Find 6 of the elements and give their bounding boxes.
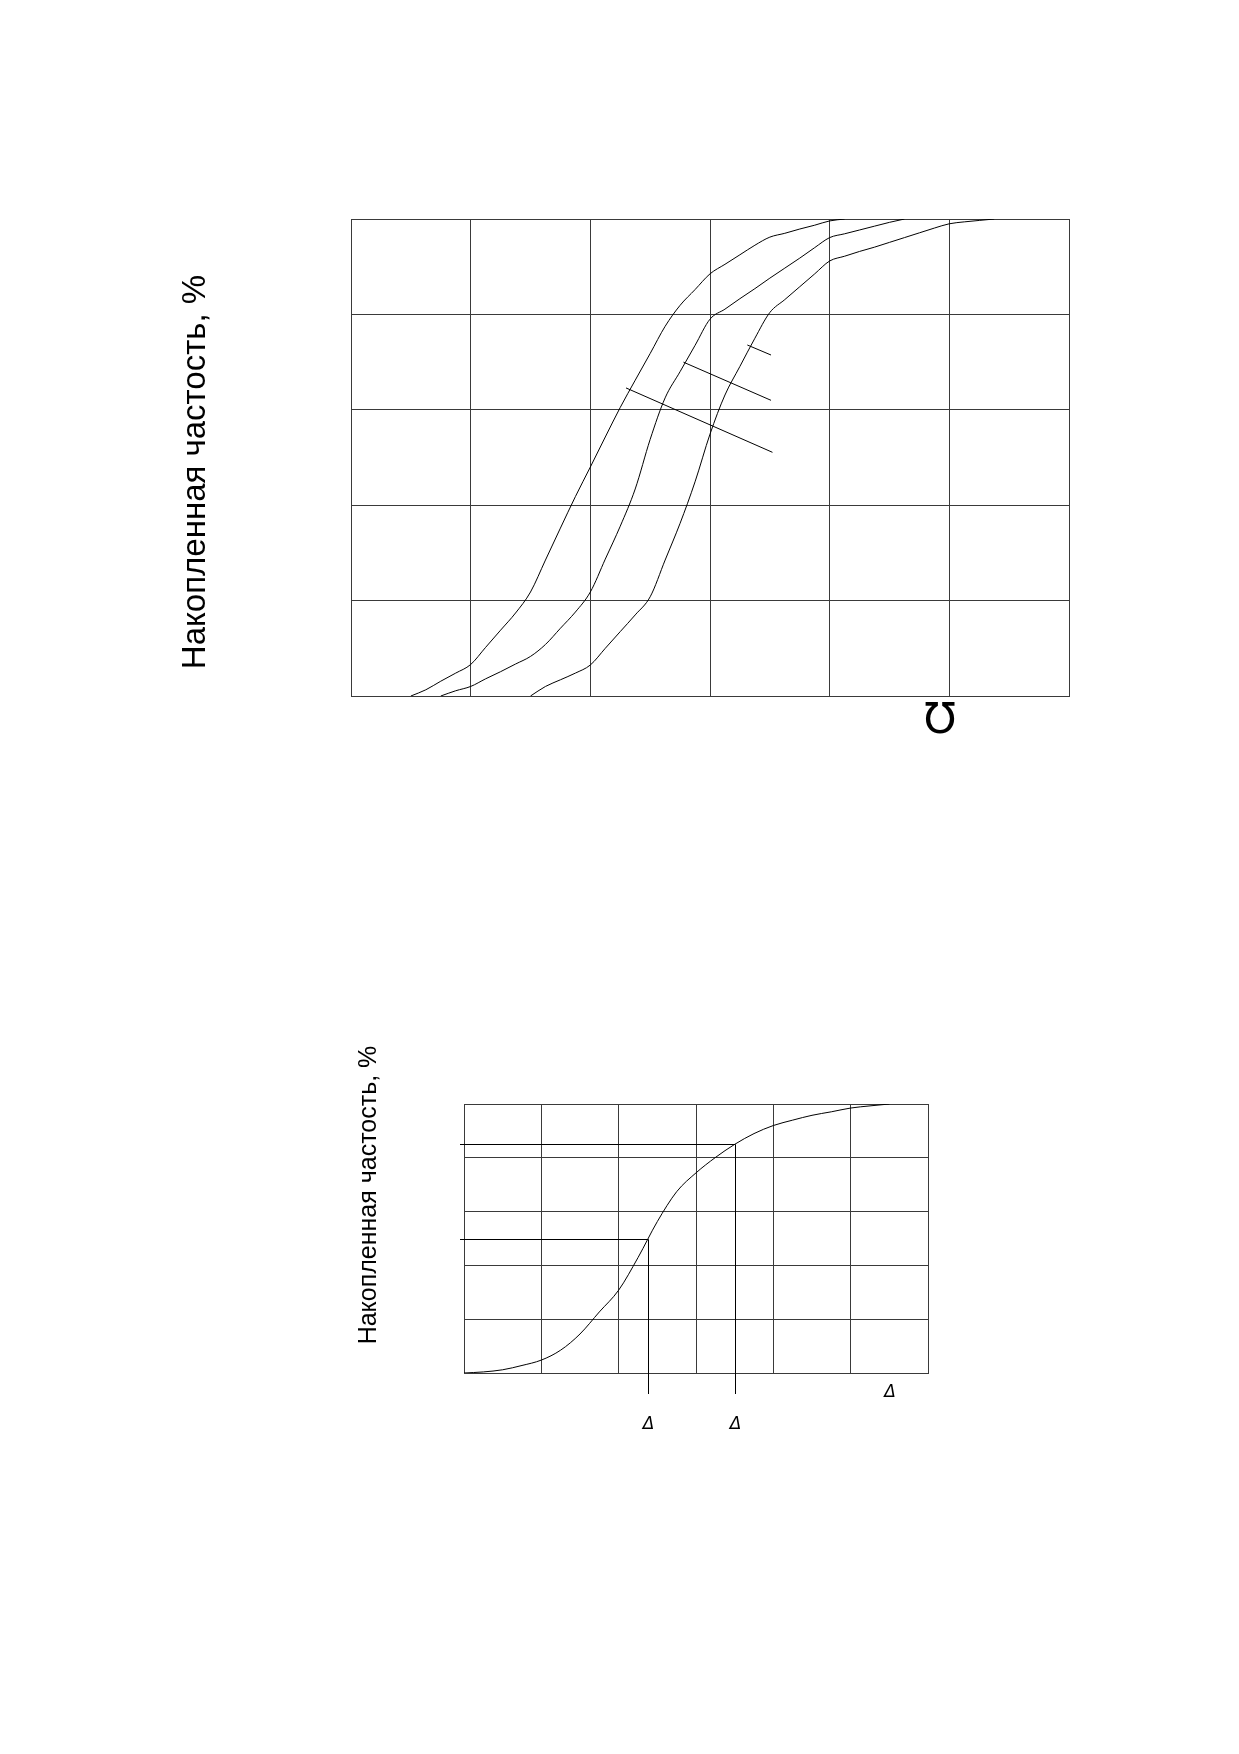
x-axis-title: Δ [882, 1381, 896, 1402]
ref-line-label: Δ [727, 1413, 742, 1434]
y-axis-title: Накопленная частость, % [352, 1045, 381, 1345]
x-axis-title: Ʊ [923, 693, 957, 743]
ref-line-label: Δ [640, 1413, 655, 1434]
y-axis-title: Накопленная частость, % [175, 274, 213, 670]
